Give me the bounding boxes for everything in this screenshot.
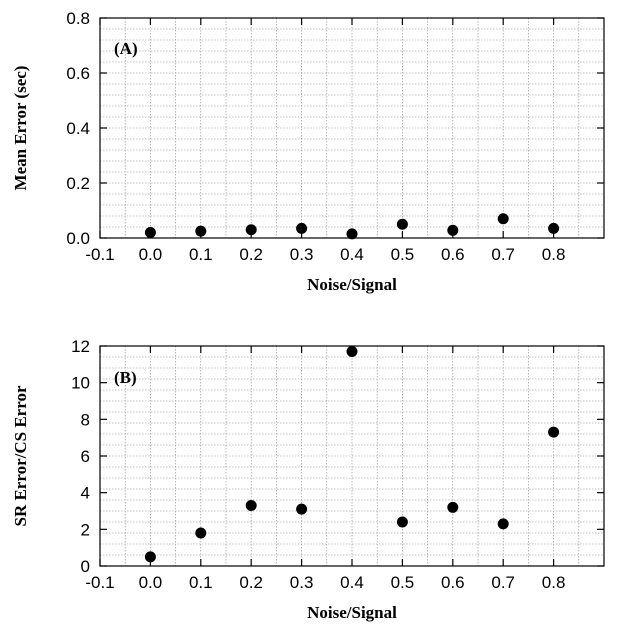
x-tick-label: 0.8 [542, 245, 566, 264]
chart-panel-a: -0.1 0.0 0.1 0.2 0.3 0.4 0.5 0.6 0.7 0.80.00.20.4… [11, 9, 605, 294]
data-point [396, 516, 408, 528]
x-tick-label: 0.5 [391, 245, 415, 264]
data-point [497, 213, 509, 225]
x-tick-label: 0.8 [542, 573, 566, 592]
x-tick-label: 0.1 [189, 245, 213, 264]
x-tick-label: -0.1 [85, 573, 114, 592]
x-tick-label: 0.7 [491, 573, 515, 592]
data-point [497, 518, 509, 530]
y-tick-label: 8 [81, 410, 90, 429]
panel-label: (B) [114, 368, 137, 387]
y-tick-label: 0.4 [66, 119, 90, 138]
data-point [195, 527, 207, 539]
data-point [296, 503, 308, 515]
x-tick-label: 0.6 [441, 573, 465, 592]
data-point [396, 218, 408, 230]
data-point [346, 228, 358, 240]
y-tick-label: 0.6 [66, 64, 90, 83]
y-tick-label: 12 [71, 337, 90, 356]
x-tick-label: 0.1 [189, 573, 213, 592]
x-tick-label: 0.0 [139, 573, 163, 592]
y-tick-label: 0.8 [66, 9, 90, 28]
y-tick-label: 0 [81, 557, 90, 576]
x-axis-title: Noise/Signal [307, 275, 397, 294]
data-point [447, 501, 459, 513]
y-tick-label: 6 [81, 447, 90, 466]
x-tick-label: -0.1 [85, 245, 114, 264]
data-point [144, 227, 156, 238]
x-tick-label: 0.2 [239, 573, 263, 592]
y-axis-title: Mean Error (sec) [11, 66, 30, 191]
x-tick-label: 0.3 [290, 245, 314, 264]
x-tick-label: 0.5 [391, 573, 415, 592]
grid [99, 345, 605, 567]
data-point [195, 225, 207, 237]
data-point [346, 346, 358, 357]
data-point [245, 224, 257, 236]
y-tick-label: 0.2 [66, 174, 90, 193]
y-tick-label: 2 [81, 520, 90, 539]
data-point [245, 500, 257, 511]
x-tick-label: 0.0 [139, 245, 163, 264]
data-point [144, 551, 156, 563]
y-tick-label: 4 [81, 484, 90, 503]
x-axis-title: Noise/Signal [307, 603, 397, 622]
data-point [548, 426, 560, 438]
x-tick-label: 0.3 [290, 573, 314, 592]
y-tick-label: 0.0 [66, 229, 90, 248]
y-tick-label: 10 [71, 374, 90, 393]
grid [99, 17, 605, 239]
chart-panel-b: -0.1 0.0 0.1 0.2 0.3 0.4 0.5 0.6 0.7 0.8 0 2 4 6 8 10 12… [11, 337, 605, 622]
x-tick-label: 0.7 [491, 245, 515, 264]
x-tick-label: 0.6 [441, 245, 465, 264]
data-point [447, 224, 459, 236]
x-tick-label: 0.4 [340, 245, 364, 264]
data-point [296, 222, 308, 234]
x-tick-label: 0.4 [340, 573, 364, 592]
x-tick-label: 0.2 [239, 245, 263, 264]
data-point [548, 222, 560, 234]
panel-label: (A) [114, 39, 138, 58]
y-axis-title: SR Error/CS Error [11, 385, 30, 526]
